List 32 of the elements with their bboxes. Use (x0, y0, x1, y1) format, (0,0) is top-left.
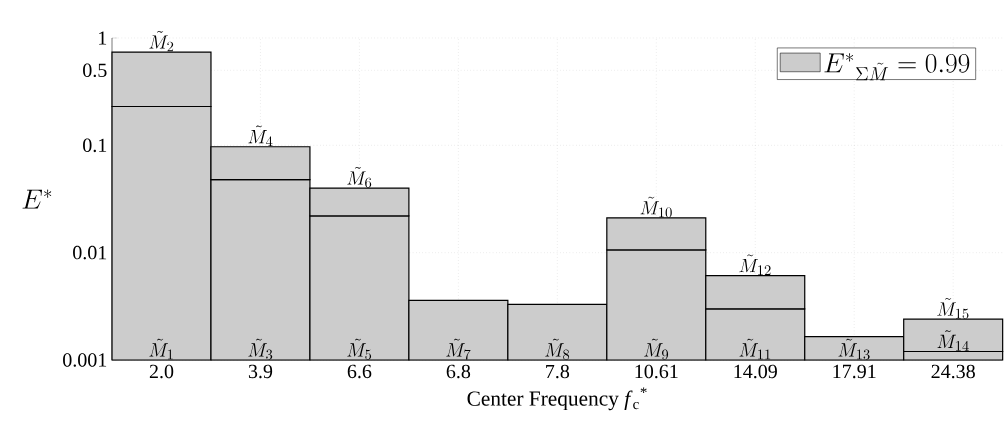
annotation: $\tilde{M}_{2}$ (149, 30, 174, 52)
y-axis-title: $E^*$ (22, 189, 52, 209)
x-tick-label: 24.38 (931, 364, 975, 379)
x-axis-title: Center Frequency f$_{c}$* (467, 387, 647, 411)
annotation: $\tilde{M}_{4}$ (248, 125, 273, 147)
annotation: $\tilde{M}_{13}$ (838, 338, 870, 360)
x-tick-label: 14.09 (734, 364, 777, 379)
annotation: $\tilde{M}_{11}$ (739, 338, 771, 360)
annotation: $\tilde{M}_{15}$ (937, 298, 969, 319)
x-tick-label: 3.9 (248, 364, 273, 379)
y-tick-label: 0.5 (83, 63, 107, 78)
y-tick-label: 0.001 (63, 353, 107, 367)
annotation: $\tilde{M}_{1}$ (149, 338, 173, 360)
annotation: $\tilde{M}_{9}$ (644, 338, 669, 360)
annotation: $\tilde{M}_{8}$ (545, 338, 570, 360)
x-tick-label: 2.0 (149, 364, 174, 379)
annotation: $\tilde{M}_{5}$ (347, 338, 372, 360)
x-tick-label: 6.8 (446, 364, 471, 379)
annotation: $\tilde{M}_{10}$ (640, 196, 672, 218)
annotation: $\tilde{M}_{14}$ (937, 330, 969, 351)
annotation: $\tilde{M}_{7}$ (446, 338, 471, 360)
annotation: $\tilde{M}_{3}$ (248, 338, 273, 360)
y-tick-label: 0.1 (83, 138, 107, 153)
x-tick-label: 7.8 (546, 364, 570, 379)
y-tick-label: 1 (99, 31, 107, 45)
x-tick-label: 10.61 (635, 364, 678, 379)
legend-label: $E^*{}_{\Sigma\tilde{M}} = 0.99$ (824, 53, 970, 81)
annotation: $\tilde{M}_{6}$ (347, 166, 372, 188)
annotation: $\tilde{M}_{12}$ (739, 254, 771, 276)
x-tick-label: 17.91 (833, 364, 876, 379)
y-tick-label: 0.01 (73, 245, 107, 260)
x-tick-label: 6.6 (347, 364, 372, 379)
